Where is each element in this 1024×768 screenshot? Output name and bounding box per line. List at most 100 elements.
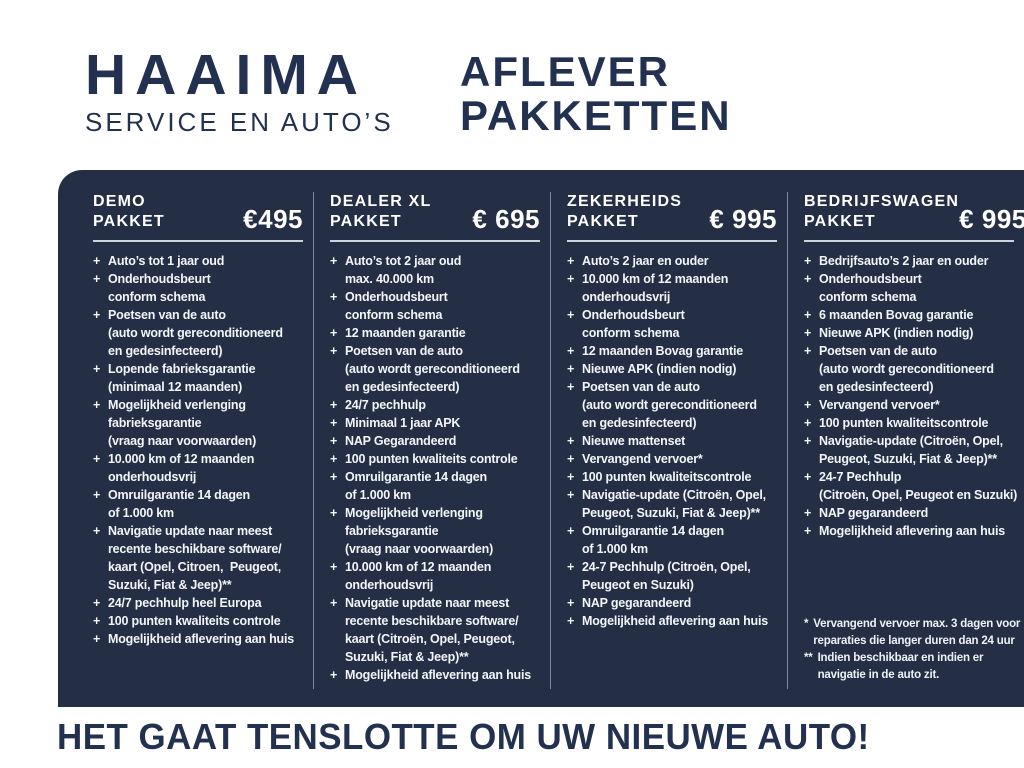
- list-item: + Navigatie-update (Citroën, Opel, Peugeo…: [567, 486, 777, 522]
- plus-icon: +: [567, 470, 575, 484]
- list-item: + Poetsen van de auto (auto wordt gerecon…: [330, 342, 540, 396]
- page-title: AFLEVER PAKKETTEN: [460, 48, 732, 139]
- list-item: + Vervangend vervoer*: [567, 450, 777, 468]
- list-item-text: Poetsen van de auto (auto wordt gerecond…: [819, 344, 994, 394]
- brand-name: HAAIMA: [85, 43, 367, 107]
- list-item: + Navigatie update naar meest recente bes…: [330, 594, 540, 666]
- list-item-text: Vervangend vervoer*: [582, 452, 703, 466]
- list-item-text: Omruilgarantie 14 dagen of 1.000 km: [108, 488, 250, 520]
- list-item: +10.000 km of 12 maanden onderhoudsvrij: [330, 558, 540, 594]
- list-item: + Nieuwe APK (indien nodig): [804, 324, 1014, 342]
- tagline: HET GAAT TENSLOTTE OM UW NIEUWE AUTO!: [57, 716, 870, 757]
- list-item: +100 punten kwaliteitscontrole: [804, 414, 1014, 432]
- feature-list: + Bedrijfsauto’s 2 jaar en ouder + Onderhou…: [804, 252, 1017, 540]
- list-item: + NAP Gegarandeerd: [330, 432, 540, 450]
- list-item: +100 punten kwaliteitscontrole: [567, 468, 777, 486]
- plus-icon: +: [567, 380, 575, 394]
- plus-icon: +: [567, 308, 575, 322]
- list-item-text: Minimaal 1 jaar APK: [345, 416, 461, 430]
- list-item-text: Navigatie update naar meest recente besc…: [345, 596, 519, 664]
- list-item: + Poetsen van de auto (auto wordt gerecon…: [804, 342, 1014, 396]
- list-item: + Mogelijkheid verlenging fabrieksgaranti…: [330, 504, 540, 558]
- list-item: + Poetsen van de auto (auto wordt gerecon…: [93, 306, 303, 360]
- plus-icon: +: [330, 326, 338, 340]
- header-divider: [804, 240, 1014, 242]
- list-item: + Poetsen van de auto (auto wordt gerecon…: [567, 378, 777, 432]
- brand-logo: HAAIMA SERVICE EN AUTO’S: [85, 46, 394, 137]
- list-item: + Nieuwe APK (indien nodig): [567, 360, 777, 378]
- plus-icon: +: [330, 506, 338, 520]
- plus-icon: +: [804, 272, 812, 286]
- plus-icon: +: [804, 506, 812, 520]
- package-price: €495: [243, 204, 303, 234]
- package-title: ZEKERHEIDS PAKKET: [567, 193, 683, 230]
- list-item-text: Navigatie-update (Citroën, Opel, Peugeot…: [582, 488, 766, 520]
- package-price: € 995: [959, 204, 1024, 234]
- list-item-text: NAP Gegarandeerd: [345, 434, 457, 448]
- list-item-text: Mogelijkheid verlenging fabrieksgarantie…: [345, 506, 494, 556]
- packages-panel: DEMO PAKKET €495 + Auto’s tot 1 jaar oud + On…: [58, 170, 1024, 707]
- list-item-text: 24/7 pechhulp heel Europa: [108, 596, 262, 610]
- list-item: +24-7 Pechhulp (Citroën, Opel, Peugeot e…: [804, 468, 1017, 504]
- plus-icon: +: [567, 362, 575, 376]
- plus-icon: +: [330, 398, 338, 412]
- plus-icon: +: [804, 434, 812, 448]
- plus-icon: +: [567, 614, 575, 628]
- list-item: + Bedrijfsauto’s 2 jaar en ouder: [804, 252, 1014, 270]
- list-item: + NAP gegarandeerd: [567, 594, 777, 612]
- list-item-text: 100 punten kwaliteitscontrole: [819, 416, 989, 430]
- list-item: + Mogelijkheid aflevering aan huis: [330, 666, 540, 684]
- list-item-text: NAP gegarandeerd: [582, 596, 692, 610]
- list-item-text: Onderhoudsbeurt conform schema: [108, 272, 211, 304]
- list-item-text: Nieuwe mattenset: [582, 434, 686, 448]
- plus-icon: +: [804, 254, 812, 268]
- plus-icon: +: [93, 452, 101, 466]
- plus-icon: +: [330, 560, 338, 574]
- list-item-text: 12 maanden Bovag garantie: [582, 344, 744, 358]
- plus-icon: +: [330, 416, 338, 430]
- list-item-text: Mogelijkheid aflevering aan huis: [582, 614, 769, 628]
- package-price: € 995: [709, 204, 777, 234]
- list-item: + Mogelijkheid aflevering aan huis: [804, 522, 1014, 540]
- footnote: * Vervangend vervoer max. 3 dagen voor re…: [804, 616, 1020, 650]
- plus-icon: +: [804, 344, 812, 358]
- list-item: + Mogelijkheid verlenging fabrieksgaranti…: [93, 396, 303, 450]
- list-item-text: Onderhoudsbeurt conform schema: [582, 308, 685, 340]
- list-item-text: Auto’s 2 jaar en ouder: [582, 254, 709, 268]
- plus-icon: +: [93, 308, 101, 322]
- list-item: + Navigatie update naar meest recente bes…: [93, 522, 303, 594]
- plus-icon: +: [567, 560, 575, 574]
- plus-icon: +: [93, 362, 101, 376]
- list-item-text: 10.000 km of 12 maanden onderhoudsvrij: [582, 272, 729, 304]
- package-price: € 695: [472, 204, 540, 234]
- plus-icon: +: [804, 326, 812, 340]
- footnote-marker: **: [804, 652, 813, 664]
- footnote-marker: *: [804, 618, 809, 630]
- list-item: +24-7 Pechhulp (Citroën, Opel, Peugeot e…: [567, 558, 777, 594]
- list-item-text: Nieuwe APK (indien nodig): [582, 362, 737, 376]
- package-column: DEALER XL PAKKET € 695 + Auto’s tot 2 jaar …: [313, 192, 550, 689]
- list-item: + Onderhoudsbeurt conform schema: [330, 288, 540, 324]
- list-item-text: Mogelijkheid verlenging fabrieksgarantie…: [108, 398, 257, 448]
- feature-list: + Auto’s tot 1 jaar oud + Onderhoudsbeurt c…: [93, 252, 303, 648]
- list-item: + Mogelijkheid aflevering aan huis: [567, 612, 777, 630]
- list-item: +6 maanden Bovag garantie: [804, 306, 1014, 324]
- list-item: + Auto’s tot 2 jaar oud max. 40.000 km: [330, 252, 540, 288]
- plus-icon: +: [330, 596, 338, 610]
- list-item: +100 punten kwaliteits controle: [330, 450, 540, 468]
- plus-icon: +: [804, 524, 812, 538]
- list-item: +24/7 pechhulp: [330, 396, 540, 414]
- package-header: ZEKERHEIDS PAKKET € 995: [567, 192, 777, 232]
- list-item: + Auto’s tot 1 jaar oud: [93, 252, 303, 270]
- list-item-text: Onderhoudsbeurt conform schema: [819, 272, 922, 304]
- list-item-text: Mogelijkheid aflevering aan huis: [819, 524, 1006, 538]
- list-item: + NAP gegarandeerd: [804, 504, 1014, 522]
- package-column: DEMO PAKKET €495 + Auto’s tot 1 jaar oud + On…: [93, 192, 313, 689]
- package-column: BEDRIJFSWAGEN PAKKET € 995 + Bedrijfsauto’s…: [787, 192, 1024, 689]
- package-title: DEMO PAKKET: [93, 193, 165, 230]
- list-item-text: Mogelijkheid aflevering aan huis: [108, 632, 295, 646]
- list-item: + Navigatie-update (Citroën, Opel, Peugeo…: [804, 432, 1014, 468]
- list-item-text: 24-7 Pechhulp (Citroën, Opel, Peugeot en…: [582, 560, 751, 592]
- list-item-text: Auto’s tot 2 jaar oud max. 40.000 km: [345, 254, 462, 286]
- list-item-text: Onderhoudsbeurt conform schema: [345, 290, 448, 322]
